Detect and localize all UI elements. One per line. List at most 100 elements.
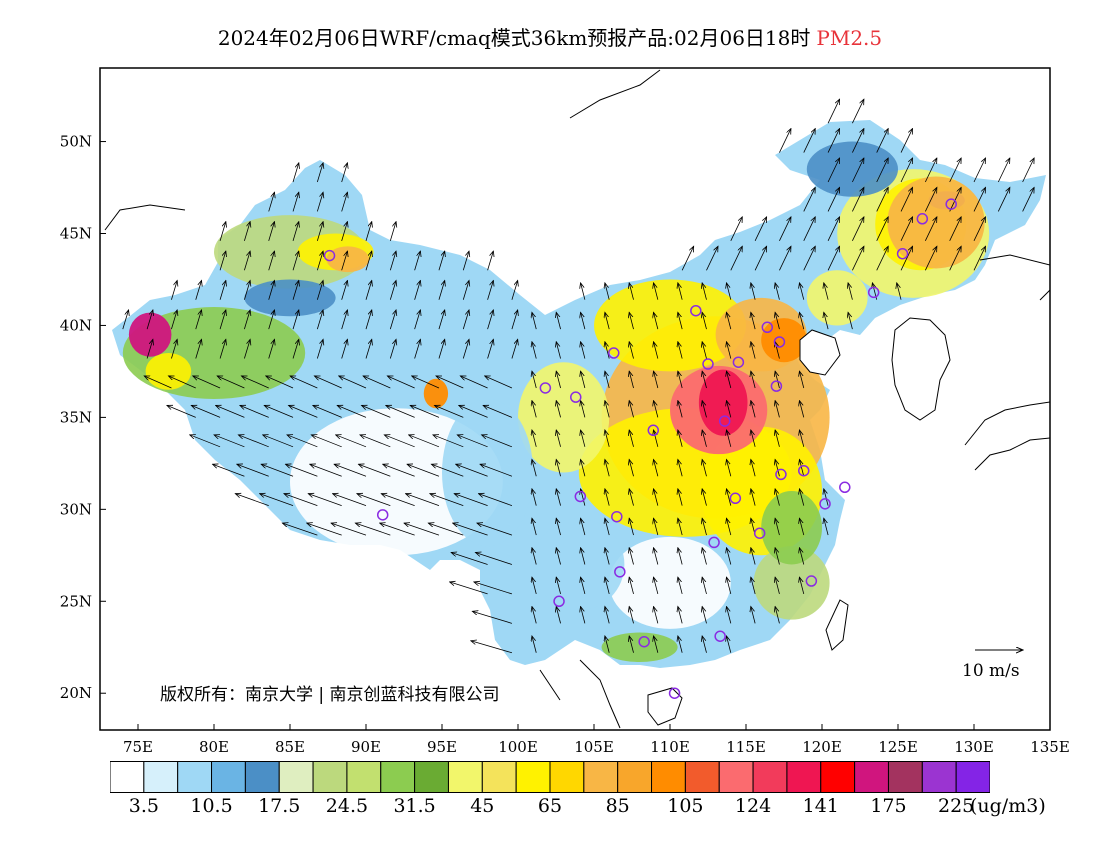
colorbar-tick-label: 31.5 [393, 795, 436, 817]
wind-arrow [213, 464, 245, 477]
wind-arrow [462, 251, 469, 271]
wind-arrow [483, 405, 513, 418]
pollution-hotspot [326, 246, 370, 273]
wind-arrow [360, 435, 391, 448]
wind-arrow [214, 435, 245, 448]
wind-arrow [381, 494, 415, 507]
colorbar-bin [718, 761, 754, 793]
wind-arrow [775, 489, 780, 506]
wind-arrow [726, 548, 732, 565]
colorbar-unit: (ug/m3) [970, 795, 1046, 817]
colorbar-bin [312, 761, 348, 793]
wind-arrow [285, 464, 318, 477]
chart-title: 2024年02月06日WRF/cmaq模式36km预报产品:02月06日18时 P… [0, 22, 1100, 51]
colorbar-bin [887, 761, 923, 793]
wind-arrow [1022, 158, 1035, 183]
wind-arrow [556, 489, 561, 506]
wind-arrow [702, 489, 707, 506]
x-tick-label: 105E [574, 738, 614, 756]
wind-arrow [799, 489, 805, 506]
colorbar-bin [617, 761, 653, 793]
wind-arrow [387, 376, 415, 389]
wind-arrow [900, 187, 913, 212]
wind-arrow [282, 523, 318, 536]
wind-arrow [629, 489, 634, 506]
wind-arrow [751, 401, 756, 418]
concentration-region [806, 141, 899, 197]
wind-arrow [751, 548, 756, 565]
wind-arrow [949, 187, 962, 212]
colorbar-tick-label: 141 [802, 795, 839, 817]
wind-arrow [779, 129, 791, 153]
wind-arrow [532, 518, 537, 536]
wind-arrow [244, 251, 250, 271]
wind-arrow [479, 494, 513, 507]
wind-arrow [341, 163, 348, 183]
wind-arrow [407, 464, 440, 477]
wind-arrow [876, 187, 889, 212]
wind-arrow [629, 401, 634, 418]
wind-arrow [726, 489, 732, 506]
wind-arrow [532, 371, 537, 389]
colorbar-bin [820, 761, 856, 793]
wind-arrow [190, 435, 221, 448]
y-tick-label: 35N [60, 408, 92, 426]
wind-arrow [751, 489, 756, 506]
wind-arrow [1022, 187, 1035, 212]
wind-arrow [900, 217, 913, 242]
wind-arrow [365, 281, 372, 300]
wind-arrow [726, 312, 732, 330]
x-tick-label: 100E [498, 738, 538, 756]
wind-arrow [462, 281, 469, 300]
wind-arrow [404, 523, 440, 536]
city-station-marker [753, 527, 766, 539]
wind-arrow [678, 430, 683, 447]
wind-arrow [383, 464, 415, 477]
wind-arrow [678, 459, 683, 477]
city-station-marker [798, 464, 810, 477]
wind-arrow [313, 405, 342, 418]
wind-arrow [217, 376, 245, 389]
wind-arrow [191, 405, 221, 418]
wind-arrow [827, 217, 840, 242]
wind-arrow [287, 435, 318, 448]
wind-arrow [803, 129, 816, 153]
wind-arrow [702, 459, 707, 477]
wind-arrow [997, 158, 1010, 183]
wind-arrow [799, 401, 805, 418]
wind-arrow [726, 401, 732, 418]
wind-arrow [266, 376, 294, 389]
wind-arrow [240, 405, 269, 418]
wind-arrow [438, 310, 445, 330]
wind-arrow [605, 577, 610, 595]
city-station-marker [729, 492, 742, 505]
city-station-marker [732, 356, 745, 368]
wind-arrow [799, 518, 805, 536]
x-tick-label: 85E [275, 738, 305, 756]
city-station-marker [690, 304, 702, 317]
colorbar-bin [515, 761, 551, 793]
wind-arrow [799, 430, 805, 447]
hainan-coast [647, 687, 683, 726]
wind-arrow [799, 548, 805, 565]
wind-arrow [824, 489, 829, 506]
wind-arrow [581, 518, 586, 536]
wind-arrow [450, 582, 488, 595]
colorbar-bin [481, 761, 517, 793]
wind-arrow [316, 222, 323, 241]
wind-arrow [406, 494, 440, 507]
wind-arrow [852, 246, 864, 271]
wind-arrow [532, 401, 537, 418]
wind-arrow [438, 339, 445, 359]
wind-arrow [244, 310, 250, 330]
concentration-region [442, 399, 534, 547]
wind-arrow [876, 129, 889, 153]
wind-arrow [803, 246, 816, 271]
wind-arrow [511, 310, 518, 330]
colorbar [110, 761, 990, 793]
wind-arrow [852, 187, 864, 212]
map-frame [99, 67, 1051, 731]
wind-arrow [511, 281, 518, 300]
wind-arrow [307, 523, 342, 536]
wind-arrow [678, 312, 683, 330]
